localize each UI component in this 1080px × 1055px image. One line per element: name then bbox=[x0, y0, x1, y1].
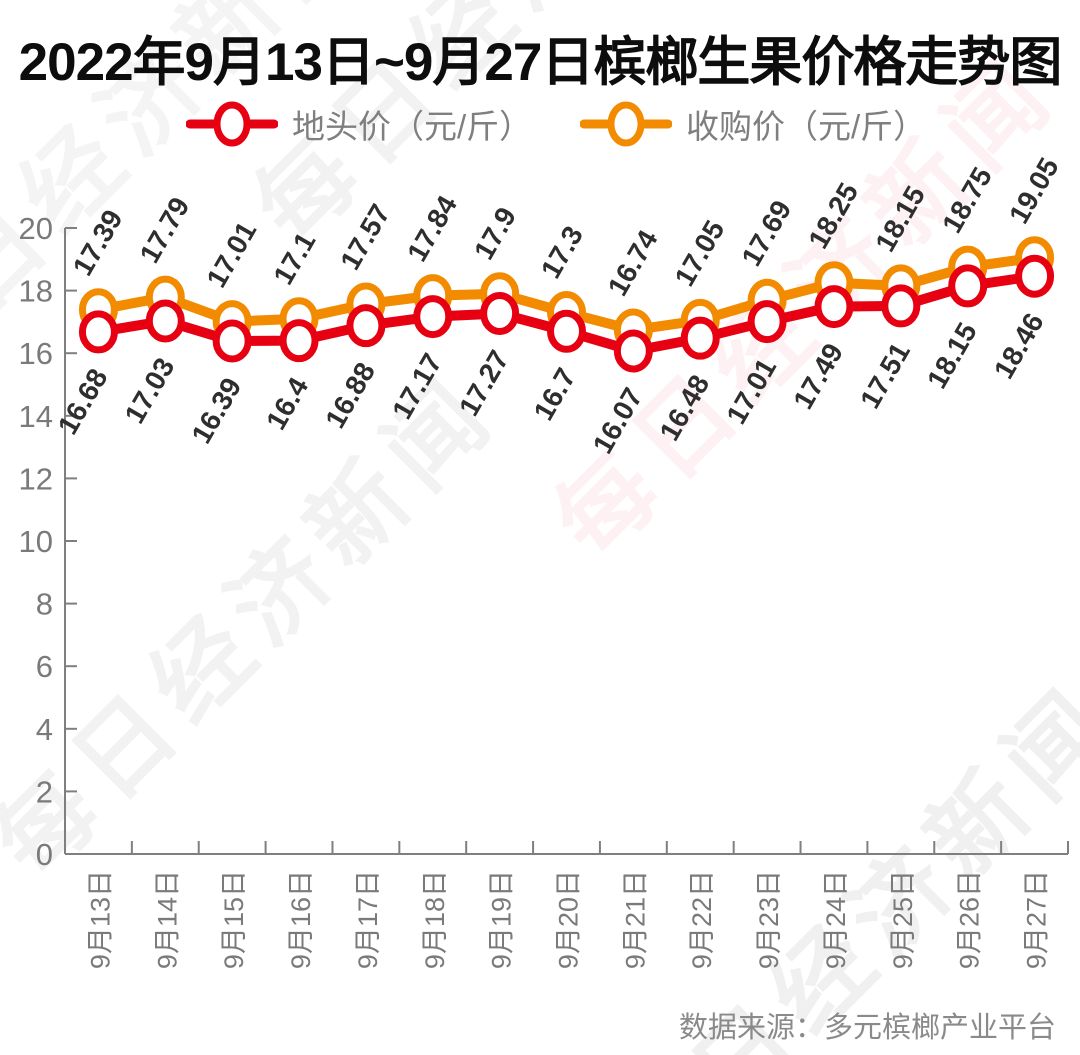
y-axis-label: 2 bbox=[36, 774, 53, 809]
data-point-marker bbox=[814, 285, 854, 329]
data-point-marker bbox=[145, 299, 185, 343]
x-axis-label: 9月17日 bbox=[353, 870, 383, 969]
data-point-label: 17.79 bbox=[134, 192, 196, 268]
data-point-label: 19.05 bbox=[1003, 153, 1065, 229]
data-point-label: 16.88 bbox=[319, 357, 381, 433]
data-point-label: 17.17 bbox=[386, 348, 448, 424]
data-point-label: 16.07 bbox=[587, 383, 649, 459]
orange-line-marker-icon bbox=[580, 101, 672, 147]
data-point-label: 17.39 bbox=[67, 205, 129, 281]
data-point-marker bbox=[747, 300, 787, 344]
legend-item-purchase-price: 收购价（元/斤） bbox=[580, 100, 926, 148]
y-axis-label: 18 bbox=[19, 274, 53, 309]
x-axis-label: 9月27日 bbox=[1022, 870, 1052, 969]
x-axis-label: 9月23日 bbox=[754, 870, 784, 969]
x-axis-label: 9月14日 bbox=[152, 870, 182, 969]
data-point-label: 16.68 bbox=[52, 363, 114, 439]
data-point-marker bbox=[948, 264, 988, 308]
y-axis-label: 16 bbox=[19, 336, 53, 371]
data-point-marker bbox=[279, 319, 319, 363]
legend: 地头价（元/斤） 收购价（元/斤） bbox=[0, 100, 1080, 152]
data-point-label: 16.48 bbox=[654, 370, 716, 446]
legend-label-farmgate: 地头价（元/斤） bbox=[292, 108, 533, 145]
data-point-marker bbox=[547, 309, 586, 353]
data-point-marker bbox=[1015, 254, 1055, 298]
data-source: 数据来源：多元槟榔产业平台 bbox=[678, 1012, 1056, 1044]
data-point-label: 16.4 bbox=[260, 372, 314, 435]
data-point-label: 17.51 bbox=[854, 337, 916, 413]
data-point-label: 17.27 bbox=[453, 345, 515, 421]
x-axis-label: 9月19日 bbox=[487, 870, 517, 969]
data-point-marker bbox=[413, 295, 453, 339]
data-point-label: 17.9 bbox=[468, 202, 522, 265]
data-point-marker bbox=[613, 329, 653, 373]
data-point-marker bbox=[881, 284, 921, 328]
y-axis-label: 10 bbox=[19, 524, 53, 559]
data-point-label: 18.15 bbox=[921, 317, 983, 393]
legend-item-farmgate-price: 地头价（元/斤） bbox=[186, 100, 532, 148]
y-axis-label: 20 bbox=[19, 211, 53, 246]
data-point-marker bbox=[346, 304, 386, 348]
data-point-marker bbox=[480, 291, 520, 335]
data-point-label: 17.01 bbox=[201, 216, 263, 292]
data-point-label: 18.15 bbox=[869, 181, 931, 257]
data-point-label: 17.3 bbox=[535, 221, 589, 284]
data-point-label: 16.7 bbox=[528, 363, 582, 426]
data-point-label: 17.03 bbox=[119, 352, 181, 428]
data-point-label: 17.84 bbox=[401, 190, 463, 267]
data-point-label: 17.57 bbox=[334, 199, 396, 275]
y-axis-label: 0 bbox=[36, 837, 53, 872]
data-point-label: 17.01 bbox=[720, 353, 782, 429]
data-point-marker bbox=[212, 319, 252, 363]
data-point-label: 17.69 bbox=[735, 195, 797, 271]
x-axis-label: 9月22日 bbox=[687, 870, 717, 969]
data-point-marker bbox=[78, 310, 118, 354]
data-point-label: 17.49 bbox=[787, 338, 849, 414]
chart-title: 2022年9月13日~9月27日槟榔生果价格走势图 bbox=[18, 33, 1063, 92]
x-axis-label: 9月24日 bbox=[821, 870, 851, 969]
x-axis-label: 9月25日 bbox=[888, 870, 918, 969]
y-axis-label: 14 bbox=[19, 399, 53, 434]
y-axis-label: 12 bbox=[19, 461, 53, 496]
data-point-label: 16.74 bbox=[602, 224, 664, 301]
x-axis-label: 9月13日 bbox=[85, 870, 115, 969]
y-axis-label: 4 bbox=[36, 712, 53, 747]
data-point-label: 17.05 bbox=[669, 215, 731, 291]
data-point-marker bbox=[680, 316, 720, 360]
data-point-label: 18.75 bbox=[936, 162, 998, 238]
x-axis-label: 9月21日 bbox=[620, 870, 650, 969]
x-axis-label: 9月16日 bbox=[286, 870, 316, 969]
data-point-label: 18.25 bbox=[802, 178, 864, 254]
y-axis-label: 6 bbox=[36, 649, 53, 684]
x-axis-label: 9月26日 bbox=[955, 870, 985, 969]
legend-label-purchase: 收购价（元/斤） bbox=[686, 108, 927, 145]
data-point-label: 17.1 bbox=[267, 227, 321, 290]
x-axis-label: 9月18日 bbox=[420, 870, 450, 969]
data-point-label: 16.39 bbox=[185, 372, 247, 448]
red-line-marker-icon bbox=[186, 101, 278, 147]
data-point-label: 18.46 bbox=[988, 308, 1050, 384]
x-axis-label: 9月20日 bbox=[554, 870, 584, 969]
y-axis-label: 8 bbox=[36, 587, 53, 622]
x-axis-label: 9月15日 bbox=[219, 870, 249, 969]
